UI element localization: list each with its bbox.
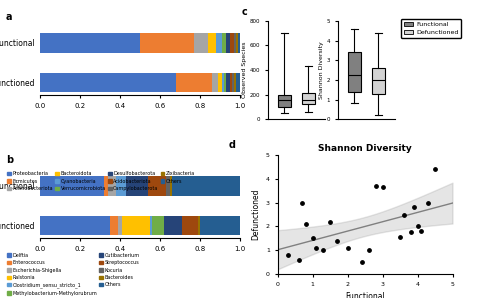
Bar xyxy=(140,33,194,53)
Point xyxy=(396,235,404,240)
Point xyxy=(333,238,341,243)
Bar xyxy=(126,176,148,196)
Bar xyxy=(232,72,234,92)
Bar xyxy=(152,215,164,235)
Point xyxy=(410,205,418,210)
Title: Shannon Diversity: Shannon Diversity xyxy=(318,144,412,153)
PathPatch shape xyxy=(302,93,315,105)
Bar xyxy=(230,72,232,92)
Bar xyxy=(216,33,222,53)
Point xyxy=(326,219,334,224)
Bar xyxy=(198,215,200,235)
Y-axis label: Shannon Diversity: Shannon Diversity xyxy=(318,41,324,99)
Point xyxy=(378,185,386,190)
Text: c: c xyxy=(242,7,248,17)
Point xyxy=(417,229,425,234)
Bar xyxy=(40,33,140,53)
PathPatch shape xyxy=(372,68,385,94)
Bar xyxy=(224,72,226,92)
Bar xyxy=(212,72,218,92)
Bar xyxy=(110,215,118,235)
Bar xyxy=(234,33,236,53)
Point xyxy=(424,200,432,205)
X-axis label: Functional: Functional xyxy=(345,292,385,298)
Point xyxy=(302,222,310,226)
Point xyxy=(431,167,439,172)
Point xyxy=(294,257,302,262)
Bar xyxy=(222,72,224,92)
Point xyxy=(298,200,306,205)
Bar xyxy=(170,176,172,196)
Point xyxy=(400,212,407,217)
Point xyxy=(319,248,327,253)
Point xyxy=(344,246,351,250)
Bar xyxy=(172,176,240,196)
Bar xyxy=(40,215,110,235)
Bar xyxy=(222,33,226,53)
Bar xyxy=(166,176,170,196)
Point xyxy=(284,253,292,257)
Bar xyxy=(116,176,126,196)
Bar xyxy=(148,176,166,196)
Bar xyxy=(108,176,116,196)
Bar xyxy=(150,215,152,235)
PathPatch shape xyxy=(348,52,361,92)
Bar xyxy=(176,72,212,92)
Bar xyxy=(236,33,238,53)
Point xyxy=(372,184,380,188)
Bar xyxy=(40,72,176,92)
Bar xyxy=(218,72,222,92)
Text: d: d xyxy=(228,140,235,150)
Bar xyxy=(118,215,122,235)
Point xyxy=(358,260,366,265)
Legend: Delftia, Enterococcus, Escherichia-Shigella, Ralstonia, Clostridium_sensu_strict: Delftia, Enterococcus, Escherichia-Shige… xyxy=(8,253,140,296)
PathPatch shape xyxy=(278,95,291,107)
Bar xyxy=(200,215,240,235)
Point xyxy=(414,224,422,229)
Bar xyxy=(236,72,240,92)
Point xyxy=(364,248,372,253)
Point xyxy=(406,230,414,235)
Bar xyxy=(164,215,182,235)
Y-axis label: Observed Species: Observed Species xyxy=(242,42,246,98)
Bar xyxy=(238,33,240,53)
Bar xyxy=(122,215,150,235)
Legend: Functional, Defunctioned: Functional, Defunctioned xyxy=(401,19,461,38)
Bar xyxy=(230,33,234,53)
Bar xyxy=(40,176,104,196)
Bar xyxy=(194,33,208,53)
Bar xyxy=(234,72,236,92)
Text: a: a xyxy=(6,12,12,22)
Point xyxy=(308,236,316,241)
Bar xyxy=(182,215,198,235)
Bar xyxy=(208,33,216,53)
Bar xyxy=(104,176,108,196)
Point xyxy=(312,246,320,250)
Bar xyxy=(226,72,230,92)
Text: b: b xyxy=(6,155,13,165)
Y-axis label: Defunctioned: Defunctioned xyxy=(252,189,260,240)
Legend: Proteobacteria, Firmicutes, Actinobacteriota, Bacteroidota, Cyanobacteria, Verru: Proteobacteria, Firmicutes, Actinobacter… xyxy=(8,171,195,191)
Bar xyxy=(226,33,230,53)
